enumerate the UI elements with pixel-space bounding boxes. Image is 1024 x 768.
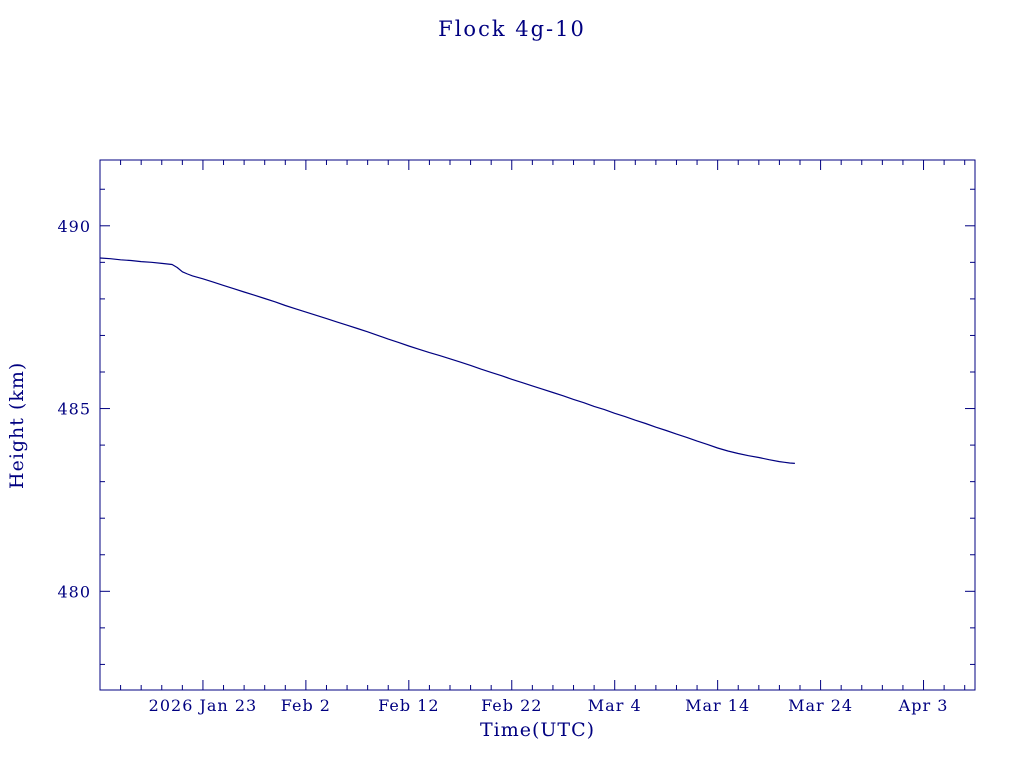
height-series-line bbox=[99, 257, 795, 464]
y-tick-label: 485 bbox=[57, 400, 91, 419]
x-axis-label: Time(UTC) bbox=[479, 719, 596, 741]
x-tick-label: Feb 22 bbox=[481, 696, 542, 715]
x-tick-label: Feb 12 bbox=[378, 696, 439, 715]
x-tick-label: Mar 24 bbox=[788, 696, 853, 715]
y-axis-label: Height (km) bbox=[6, 361, 28, 489]
x-tick-label: 2026 Jan 23 bbox=[149, 696, 258, 715]
plot-frame bbox=[99, 159, 976, 691]
x-tick-label: Apr 3 bbox=[898, 696, 949, 715]
x-tick-label: Feb 2 bbox=[281, 696, 331, 715]
y-tick-label: 490 bbox=[57, 217, 91, 236]
x-tick-label: Mar 4 bbox=[588, 696, 642, 715]
y-tick-label: 480 bbox=[57, 582, 91, 601]
chart-title: Flock 4g-10 bbox=[438, 17, 586, 41]
x-tick-label: Mar 14 bbox=[685, 696, 750, 715]
